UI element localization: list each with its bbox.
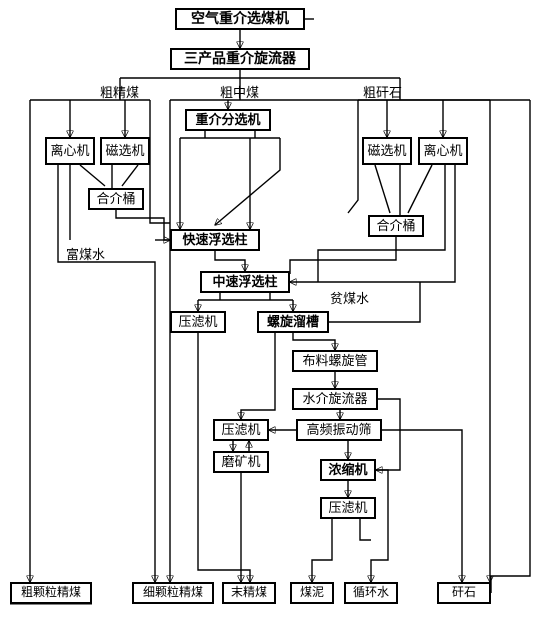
node-magsep_r: 磁选机 <box>362 137 412 165</box>
label-l_rich_water: 富煤水 <box>66 244 105 263</box>
label-l_coarse_gangue: 粗矸石 <box>363 82 402 101</box>
node-filter1: 压滤机 <box>170 311 226 333</box>
node-out_fine_clean: 细颗粒精煤 <box>132 582 214 604</box>
node-bucket_r: 合介桶 <box>368 215 424 237</box>
node-medium_sorter: 重介分选机 <box>185 109 271 131</box>
node-water_cyclone: 水介旋流器 <box>292 388 378 410</box>
label-l_poor_water: 贫煤水 <box>330 288 369 307</box>
node-bucket_l: 合介桶 <box>88 188 144 210</box>
node-air_medium: 空气重介选煤机 <box>175 8 305 30</box>
node-fast_flotation: 快速浮选柱 <box>170 229 260 251</box>
node-out_gangue: 矸石 <box>437 582 491 604</box>
label-l_coarse_clean: 粗精煤 <box>100 82 139 101</box>
node-centrifuge_r: 离心机 <box>418 137 468 165</box>
node-magsep_l: 磁选机 <box>100 137 150 165</box>
node-centrifuge_l: 离心机 <box>45 137 95 165</box>
node-grinder: 磨矿机 <box>213 451 269 473</box>
node-filter2: 压滤机 <box>213 419 269 441</box>
node-hf_screen: 高频振动筛 <box>296 419 382 441</box>
node-spiral_pipe: 布料螺旋管 <box>292 350 378 372</box>
node-spiral_chute: 螺旋溜槽 <box>257 311 329 333</box>
node-out_powder_clean: 末精煤 <box>222 582 276 604</box>
node-mid_flotation: 中速浮选柱 <box>200 271 290 293</box>
node-out_slime: 煤泥 <box>290 582 334 604</box>
label-l_coarse_mid: 粗中煤 <box>220 82 259 101</box>
node-filter3: 压滤机 <box>320 497 376 519</box>
node-out_coarse_clean: 粗颗粒精煤 <box>10 582 92 604</box>
node-concentrator: 浓缩机 <box>320 459 376 481</box>
node-out_circ_water: 循环水 <box>344 582 398 604</box>
node-three_product: 三产品重介旋流器 <box>170 48 310 70</box>
